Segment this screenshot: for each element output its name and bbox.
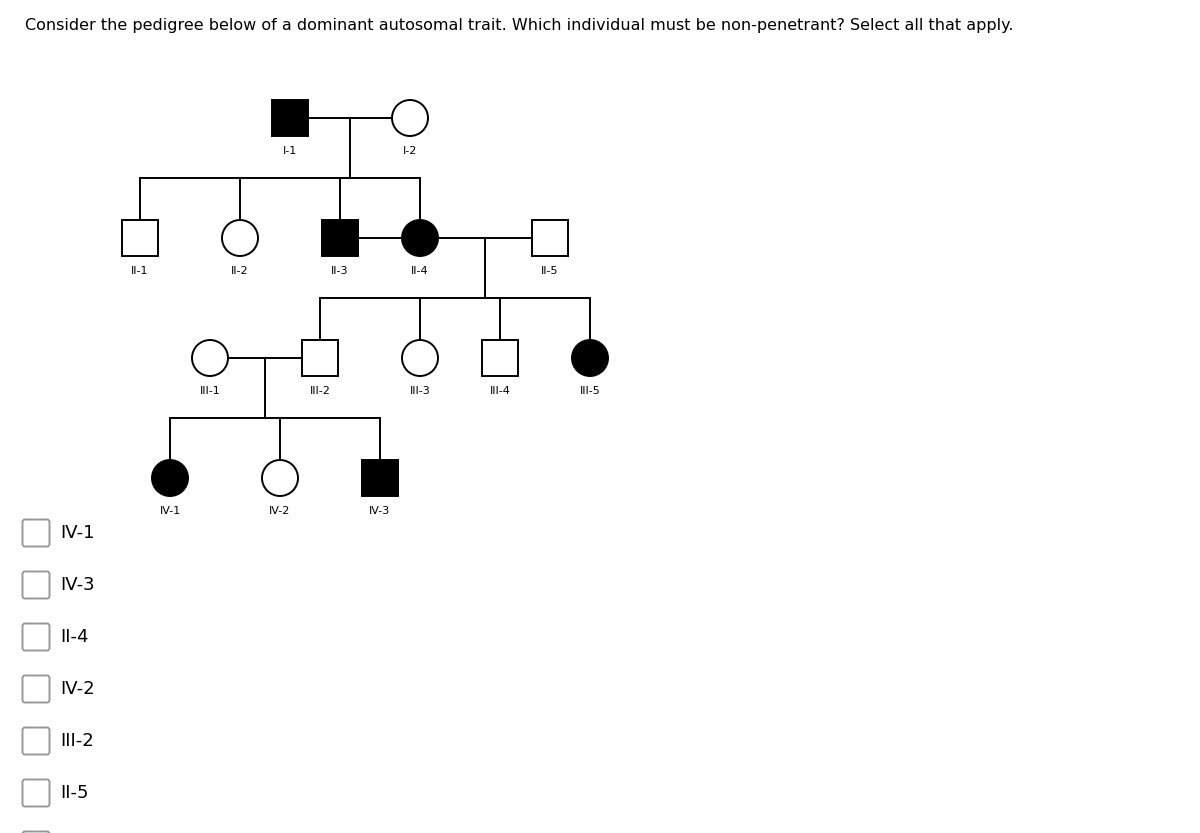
Text: III-5: III-5 xyxy=(580,386,600,396)
Text: I-1: I-1 xyxy=(283,146,298,156)
Text: III-2: III-2 xyxy=(310,386,330,396)
Text: III-1: III-1 xyxy=(199,386,221,396)
Circle shape xyxy=(402,340,438,376)
Text: II-5: II-5 xyxy=(60,784,89,802)
Bar xyxy=(362,460,398,496)
Text: II-4: II-4 xyxy=(412,266,428,276)
FancyBboxPatch shape xyxy=(23,571,49,598)
FancyBboxPatch shape xyxy=(23,623,49,651)
Circle shape xyxy=(192,340,228,376)
Bar xyxy=(482,340,518,376)
Text: Consider the pedigree below of a dominant autosomal trait. Which individual must: Consider the pedigree below of a dominan… xyxy=(25,18,1014,33)
Text: IV-3: IV-3 xyxy=(60,576,95,594)
Text: IV-1: IV-1 xyxy=(60,524,95,542)
Text: III-3: III-3 xyxy=(409,386,431,396)
Circle shape xyxy=(392,100,428,136)
Text: IV-1: IV-1 xyxy=(160,506,181,516)
Bar xyxy=(302,340,338,376)
Text: II-5: II-5 xyxy=(541,266,559,276)
Text: II-4: II-4 xyxy=(60,628,89,646)
Circle shape xyxy=(262,460,298,496)
Circle shape xyxy=(222,220,258,256)
FancyBboxPatch shape xyxy=(23,520,49,546)
Text: IV-3: IV-3 xyxy=(370,506,391,516)
Bar xyxy=(532,220,568,256)
Circle shape xyxy=(572,340,608,376)
Text: II-1: II-1 xyxy=(131,266,149,276)
FancyBboxPatch shape xyxy=(23,676,49,702)
Text: II-3: II-3 xyxy=(331,266,349,276)
Text: I-2: I-2 xyxy=(403,146,418,156)
Text: II-2: II-2 xyxy=(232,266,248,276)
FancyBboxPatch shape xyxy=(23,727,49,755)
Circle shape xyxy=(152,460,188,496)
FancyBboxPatch shape xyxy=(23,831,49,833)
Bar xyxy=(122,220,158,256)
Circle shape xyxy=(402,220,438,256)
Text: III-4: III-4 xyxy=(490,386,510,396)
Text: III-2: III-2 xyxy=(60,732,94,750)
Text: IV-2: IV-2 xyxy=(60,680,95,698)
Text: IV-2: IV-2 xyxy=(269,506,290,516)
Bar xyxy=(272,100,308,136)
Bar xyxy=(322,220,358,256)
FancyBboxPatch shape xyxy=(23,780,49,806)
